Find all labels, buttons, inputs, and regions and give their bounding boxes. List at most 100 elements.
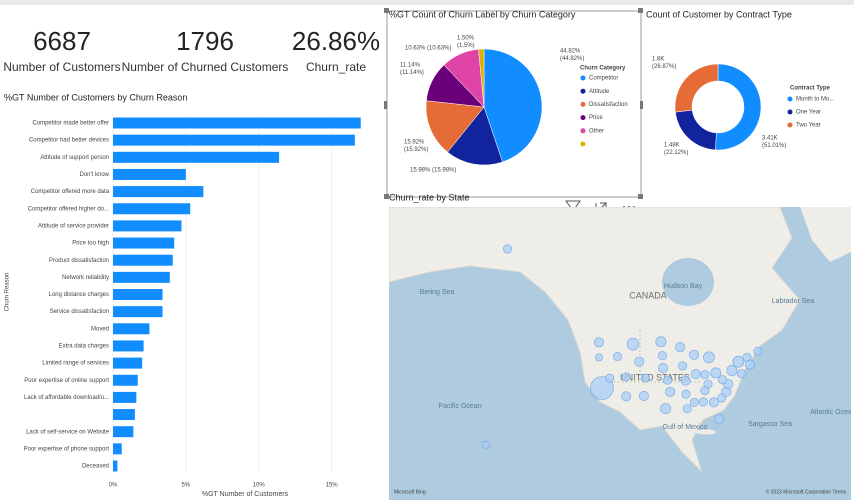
legend-label: Two Year [796,123,821,129]
bubble [700,370,710,380]
bar [113,460,118,472]
data-label: 1.48K [664,143,680,149]
y-tick-label: Network reliability [62,275,109,281]
kpi-value: 26.86% [292,26,380,56]
y-tick-label: Price too high [72,241,109,247]
bubble [718,375,728,385]
bubble [681,389,691,399]
bubble [726,365,738,376]
bubble [640,373,650,383]
bubble [700,386,710,396]
bar [113,237,175,249]
legend-marker [580,88,586,94]
bar [113,289,163,300]
bar [113,203,191,215]
y-tick-label: Lack of affordable download/u... [24,395,109,401]
legend-label: Price [589,115,603,121]
bubble [590,376,614,400]
data-label: 3.41K [762,136,778,142]
place-label: CANADA [629,290,667,300]
y-tick-label: Limited range of services [42,361,109,367]
bubble [655,336,667,348]
data-label: (15.92%) [404,147,428,153]
resize-handles [384,8,643,199]
bar [113,357,143,369]
legend-marker [580,101,586,107]
legend-label: Attitude [589,89,610,95]
bar [113,220,182,232]
bubble [626,337,640,351]
y-tick-label: Moved [91,326,109,332]
bar [113,254,173,266]
kpi-label: Number of Customers [3,60,120,74]
data-label: 11.14% [400,63,421,69]
attribution: © 2023 Microsoft Corporation Terms [766,488,847,495]
bar [113,409,135,421]
logo: Microsoft Bing [394,489,426,495]
legend-marker [787,96,793,102]
bubble [732,355,745,368]
legend-marker [580,75,586,81]
chart-title: Churn_rate by State [389,192,470,202]
bar [113,168,186,180]
y-tick-label: Long distance charges [49,292,109,298]
y-tick-label: Competitor had better devices [29,138,109,144]
top-bar [0,0,854,5]
y-tick-label: Competitor offered higher do... [28,206,110,212]
legend-label: Other [589,128,604,134]
bubble [703,351,715,364]
bubble [689,397,699,407]
legend-label: One Year [796,110,821,116]
bar [113,306,163,318]
bar [113,186,204,198]
x-tick-label: 0% [109,483,118,489]
legend-label: Dissatisfaction [589,102,628,108]
slice [425,100,485,153]
place-label: Hudson Bay [664,283,703,290]
bubble [714,414,725,425]
y-tick-label: Extra data charges [59,344,109,350]
slice [478,48,485,108]
data-label: (26.87%) [652,64,676,70]
x-tick-label: 15% [326,483,339,489]
place-label: Pacific Ocean [438,403,481,410]
border [610,330,700,383]
y-tick-label: Attitude of service provider [38,223,109,229]
bar [113,323,150,335]
bubble [665,386,676,397]
bar [113,443,122,455]
slice [447,106,503,166]
y-tick-label: Product dissatisfaction [49,258,109,264]
data-label: 1.8K [652,57,664,63]
bar [113,391,137,403]
y-tick-label: Lack of self-service on Website [26,429,110,435]
bubble [708,397,719,408]
bubble [605,373,615,383]
y-tick-label: Poor expertise of online support [24,378,109,384]
bubble [689,349,700,360]
bar [113,426,134,438]
y-tick-label: Service dissatisfaction [50,309,109,315]
bubble [662,375,672,385]
bubble [678,361,688,371]
data-label: (51.01%) [762,143,786,149]
place-label: Gulf of Mexico [663,424,708,431]
bubble [675,342,686,353]
bubble [736,369,746,379]
bubble [594,353,603,362]
kpi-value: 1796 [176,26,234,56]
legend-label: Competitor [589,76,618,82]
data-label: (44.82%) [560,56,584,62]
legend-marker [580,115,586,121]
x-axis-title: %GT Number of Customers [202,491,289,498]
map[interactable]: Microsoft Bing © 2023 Microsoft Corporat… [389,207,854,500]
data-label: (1.5%) [457,43,475,49]
bubble [621,391,632,402]
island [696,429,716,435]
bubble [657,351,667,361]
slice [715,63,762,151]
data-label: 1.50% [457,36,475,42]
bubble [593,337,604,348]
bar [113,271,170,283]
bubble [658,363,669,373]
